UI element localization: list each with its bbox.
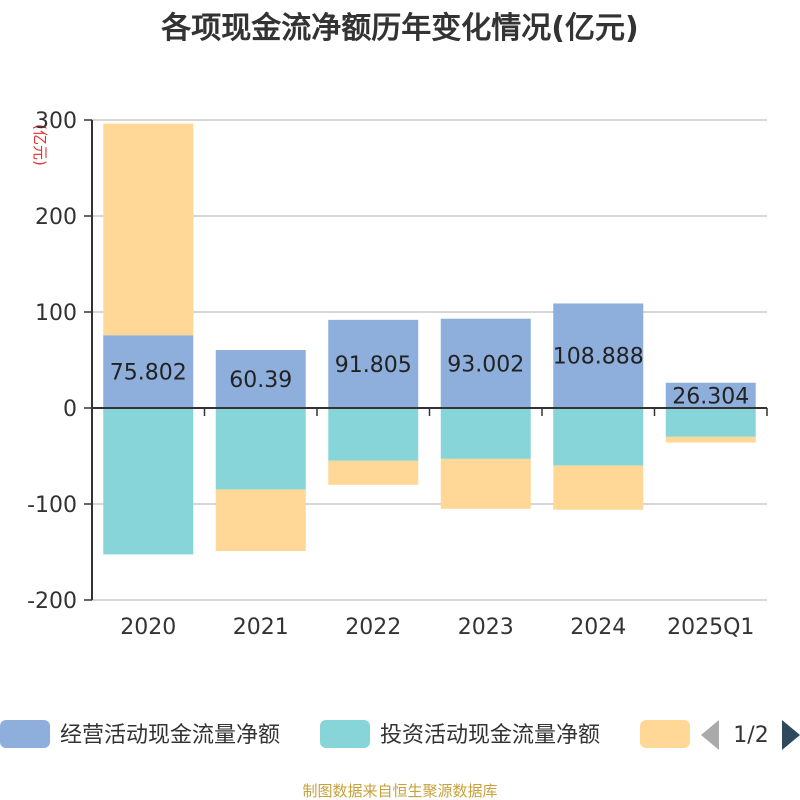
data-label: 26.304 xyxy=(672,384,749,409)
bar-segment-series3 xyxy=(665,436,756,443)
legend-swatch xyxy=(640,720,690,748)
axes: 300 200 100 0 -100 -200 2020 2021 2022 2023 2024 20… xyxy=(27,109,768,640)
legend-prev-page-icon[interactable] xyxy=(701,720,719,750)
x-tick-label: 2022 xyxy=(345,615,401,640)
x-tick-label: 2024 xyxy=(570,615,626,640)
bar-segment-series3 xyxy=(328,460,419,485)
y-axis-unit-label: (亿元) xyxy=(31,124,49,166)
bar-segment-series3 xyxy=(440,458,531,509)
bar-segment-series3 xyxy=(553,465,644,510)
y-tick-label: -200 xyxy=(27,589,77,614)
bar-segment-series3 xyxy=(103,123,194,336)
bar-segment-series3 xyxy=(215,489,306,552)
data-label: 93.002 xyxy=(447,352,524,377)
data-label: 108.888 xyxy=(553,345,644,370)
legend-label: 经营活动现金流量净额 xyxy=(60,723,280,748)
bar-segment-series2 xyxy=(553,408,644,466)
chart-title: 各项现金流净额历年变化情况(亿元) xyxy=(160,11,638,46)
bar-segment-series1 xyxy=(103,335,194,408)
legend-item-series1[interactable]: 经营活动现金流量净额 xyxy=(0,720,280,748)
y-tick-label: -100 xyxy=(27,493,77,518)
legend-item-series2[interactable]: 投资活动现金流量净额 xyxy=(320,720,600,748)
bar-segment-series1 xyxy=(665,382,756,408)
data-label: 91.805 xyxy=(335,353,412,378)
data-labels: 75.802 60.39 91.805 93.002 108.888 26.304 xyxy=(110,345,749,410)
x-tick-label: 2025Q1 xyxy=(667,615,754,640)
y-tick-label: 0 xyxy=(63,397,77,422)
y-tick-label: 100 xyxy=(35,301,77,326)
bar-segment-series2 xyxy=(440,408,531,459)
bar-segment-series2 xyxy=(665,408,756,437)
source-note: 制图数据来自恒生聚源数据库 xyxy=(302,782,497,800)
bar-segment-series1 xyxy=(553,303,644,408)
bar-segment-series2 xyxy=(328,408,419,461)
legend-page-indicator: 1/2 xyxy=(733,723,768,748)
bars xyxy=(103,123,756,555)
bar-segment-series1 xyxy=(328,319,419,408)
legend-next-page-icon[interactable] xyxy=(782,720,800,750)
legend-item-series3[interactable] xyxy=(640,720,690,748)
legend: 经营活动现金流量净额 投资活动现金流量净额 1/2 xyxy=(0,720,800,750)
legend-label: 投资活动现金流量净额 xyxy=(380,723,600,748)
bar-segment-series2 xyxy=(103,408,194,555)
legend-swatch xyxy=(320,720,370,748)
y-tick-label: 300 xyxy=(35,109,77,134)
x-tick-label: 2023 xyxy=(458,615,514,640)
x-tick-label: 2021 xyxy=(233,615,289,640)
data-label: 75.802 xyxy=(110,361,187,386)
data-label: 60.39 xyxy=(229,368,292,393)
legend-swatch xyxy=(0,720,50,748)
x-tick-label: 2020 xyxy=(120,615,176,640)
bar-segment-series2 xyxy=(215,408,306,490)
bar-segment-series1 xyxy=(215,350,306,408)
bar-segment-series1 xyxy=(440,318,531,408)
y-tick-label: 200 xyxy=(35,205,77,230)
